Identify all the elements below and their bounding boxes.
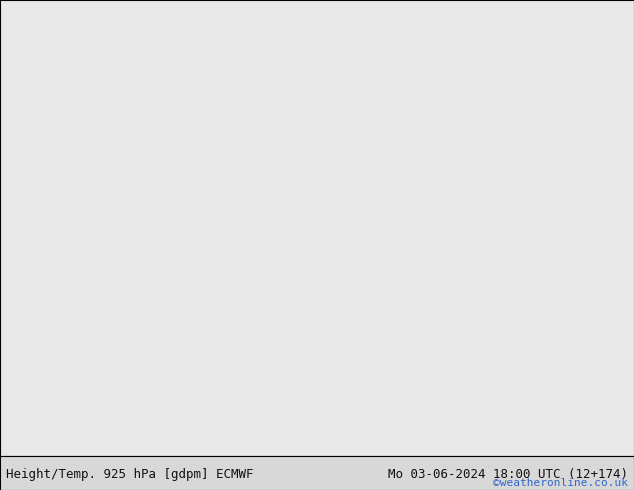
Text: ©weatheronline.co.uk: ©weatheronline.co.uk — [493, 478, 628, 488]
Text: Mo 03-06-2024 18:00 UTC (12+174): Mo 03-06-2024 18:00 UTC (12+174) — [387, 467, 628, 481]
Text: Height/Temp. 925 hPa [gdpm] ECMWF: Height/Temp. 925 hPa [gdpm] ECMWF — [6, 467, 254, 481]
